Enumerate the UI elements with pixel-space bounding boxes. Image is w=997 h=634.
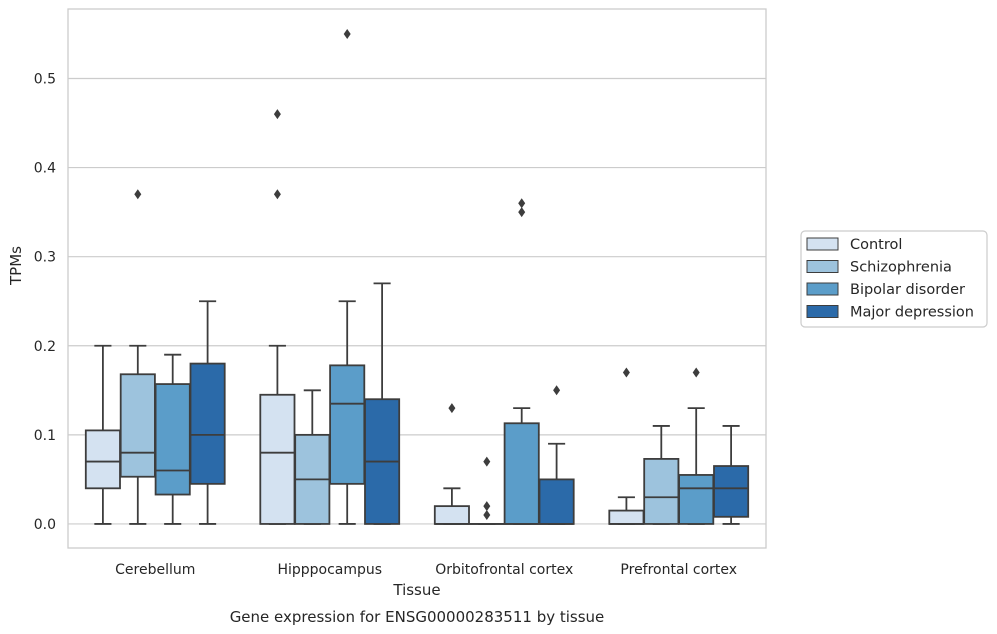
- box: [608, 367, 645, 525]
- box-body: [189, 362, 226, 485]
- box: [468, 456, 505, 525]
- box: [503, 198, 540, 525]
- box-body: [608, 509, 645, 525]
- legend-label: Bipolar disorder: [850, 282, 965, 298]
- box-groups: [84, 28, 750, 525]
- box: [538, 385, 575, 525]
- x-tick-label: Prefrontal cortex: [620, 562, 737, 578]
- outlier-point: [483, 456, 491, 467]
- box: [364, 282, 401, 525]
- y-axis-ticks: 0.0 0.1 0.2 0.3 0.4 0.5: [34, 71, 56, 532]
- series-control: [84, 109, 645, 525]
- box-body: [678, 474, 715, 525]
- x-tick-label: Hipppocampus: [277, 562, 382, 578]
- outlier-point: [518, 207, 526, 218]
- box-body: [329, 364, 366, 485]
- legend-swatch: [806, 237, 839, 251]
- legend-swatch: [806, 282, 839, 296]
- outlier-point: [692, 367, 700, 378]
- y-tick-label: 0.2: [34, 339, 56, 355]
- outlier-point: [483, 510, 491, 521]
- box-body: [154, 383, 191, 496]
- box: [84, 344, 121, 525]
- series-bipolar-disorder: [154, 28, 715, 525]
- box: [713, 425, 750, 525]
- box-body: [259, 393, 296, 525]
- outlier-point: [483, 501, 491, 512]
- outlier-point: [448, 403, 456, 414]
- box: [678, 367, 715, 525]
- box-body: [713, 465, 750, 518]
- box: [433, 403, 470, 525]
- chart-caption: Gene expression for ENSG00000283511 by t…: [230, 608, 605, 626]
- box: [189, 300, 226, 525]
- legend-swatch: [806, 305, 839, 318]
- outlier-point: [343, 28, 351, 39]
- outlier-point: [553, 385, 561, 396]
- y-axis-label: TPMs: [7, 246, 25, 286]
- x-axis-ticks: Cerebellum Hipppocampus Orbitofrontal cort…: [115, 562, 737, 578]
- outlier-point: [273, 109, 281, 120]
- series-major-depression: [189, 282, 750, 525]
- x-tick-label: Orbitofrontal cortex: [435, 562, 573, 578]
- legend-swatch: [806, 260, 839, 273]
- legend-frame: [800, 230, 988, 328]
- legend-label: Schizophrenia: [850, 260, 952, 276]
- series-schizophrenia: [119, 189, 680, 525]
- legend-label: Control: [850, 237, 902, 253]
- x-tick-label: Cerebellum: [115, 562, 195, 578]
- box: [329, 28, 366, 525]
- box: [294, 389, 331, 525]
- box: [154, 353, 191, 525]
- outlier-point: [273, 189, 281, 200]
- box: [119, 189, 156, 525]
- box-body: [538, 478, 575, 525]
- box: [259, 109, 296, 525]
- y-tick-label: 0.0: [34, 517, 56, 533]
- box-body: [433, 505, 470, 525]
- y-tick-label: 0.3: [34, 250, 56, 266]
- outlier-point: [622, 367, 630, 378]
- outlier-point: [518, 198, 526, 209]
- plot-frame: [67, 8, 767, 549]
- box-body: [643, 458, 680, 525]
- box-body: [119, 373, 156, 478]
- box: [643, 425, 680, 525]
- legend: Control Schizophrenia Bipolar disorder Majo…: [800, 230, 988, 328]
- y-tick-label: 0.4: [34, 161, 56, 177]
- y-tick-label: 0.5: [34, 71, 56, 87]
- y-tick-label: 0.1: [34, 428, 56, 444]
- x-axis-label: Tissue: [392, 581, 440, 599]
- outlier-point: [134, 189, 142, 200]
- legend-label: Major depression: [850, 305, 974, 321]
- box-body: [84, 429, 121, 490]
- box-body: [503, 422, 540, 525]
